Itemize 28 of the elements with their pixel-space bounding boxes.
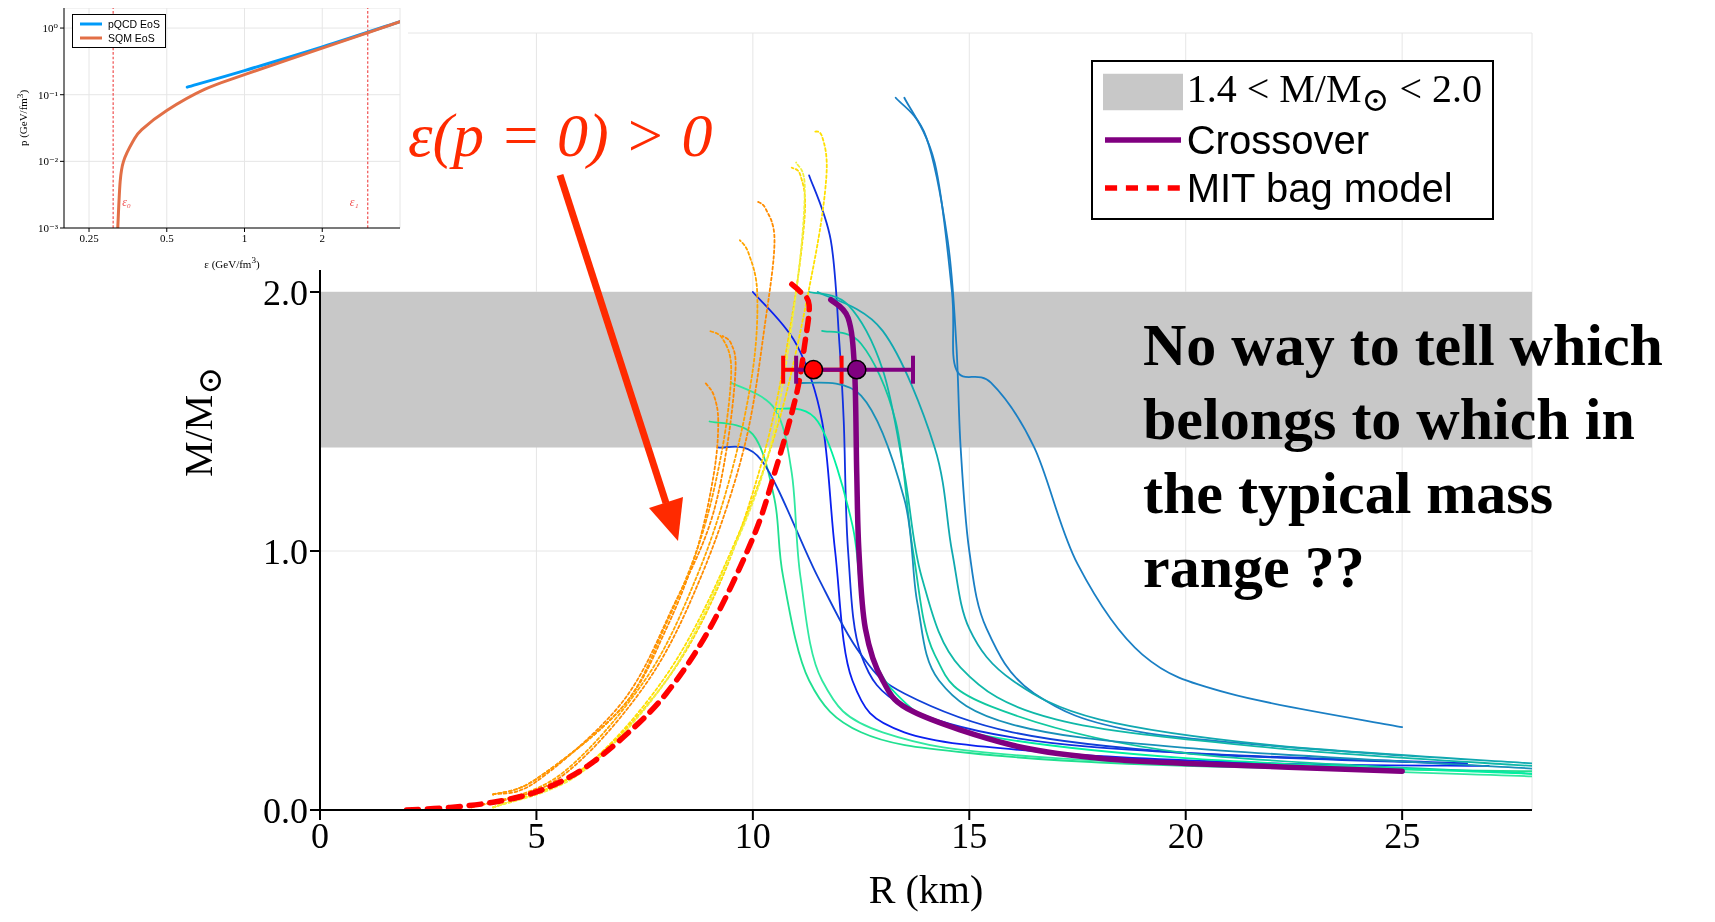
y-tick-label: 2.0 [263,272,308,313]
legend-label: MIT bag model [1186,165,1453,210]
x-tick-label: 2 [319,231,326,244]
annotation: No way to tell which belongs to which in the typical mass range ?? [1143,312,1663,600]
ref-line-label: ε₁ [349,195,359,209]
y-tick-label: 0.0 [263,790,308,831]
x-tick-label: 5 [527,815,546,856]
y-tick-label: 10⁻¹ [37,88,58,101]
x-tick-label: 1 [241,231,248,244]
x-axis-title: ε (GeV/fm$^{3}$) [204,255,260,270]
x-tick-label: 0 [311,815,329,856]
legend-label: 1.4 < M/M$_{⊙}$ < 2.0 [1186,66,1482,118]
y-tick-label: 10⁻² [37,155,59,168]
x-tick-label: 20 [1167,815,1204,856]
x-axis-title: R (km) [868,867,984,912]
ref-line-label: ε₀ [122,195,132,209]
x-tick-label: 25 [1384,815,1421,856]
x-tick-label: 0.5 [159,231,175,244]
legend-label: SQM EoS [108,32,155,44]
x-tick-label: 0.25 [79,231,100,244]
y-tick-label: 10⁻³ [37,221,59,234]
x-tick-label: 10 [734,815,771,856]
annotation: ε(p = 0) > 0 [408,101,713,169]
legend-label: pQCD EoS [108,18,160,30]
legend-label: Crossover [1186,117,1369,162]
y-tick-label: 1.0 [263,531,308,572]
x-tick-label: 15 [951,815,988,856]
y-tick-label: 10⁰ [42,21,59,34]
